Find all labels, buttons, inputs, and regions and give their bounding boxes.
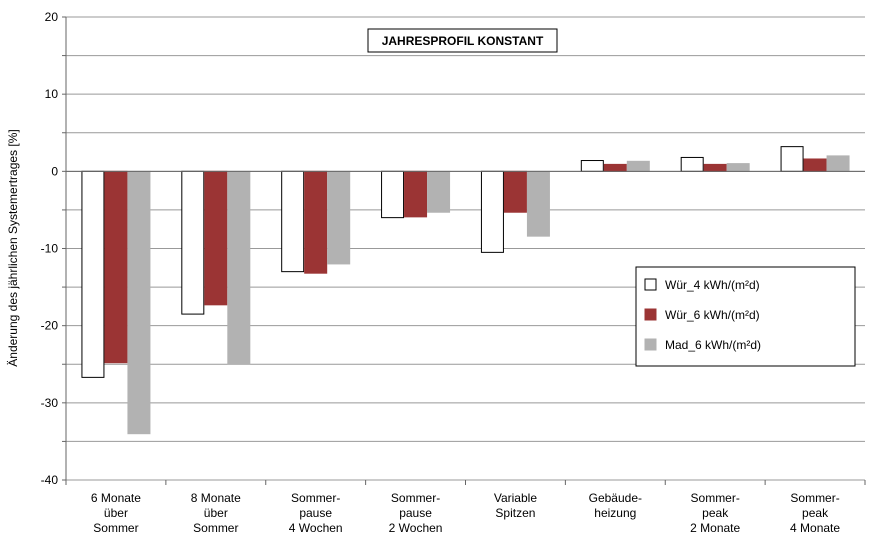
- x-tick-label: 6 Monate über Sommer: [91, 491, 141, 535]
- bar: [726, 163, 750, 172]
- y-tick-label: -20: [41, 319, 59, 333]
- x-tick-label: Sommer-peak 4 Monate: [790, 491, 840, 535]
- x-tick-labels: 6 Monate über Sommer 8 Monate über Sommer Somm…: [91, 491, 840, 535]
- bar: [626, 160, 650, 172]
- legend-label: Wür_4 kWh/(m²d): [665, 278, 760, 292]
- bar: [780, 146, 804, 172]
- bar: [281, 170, 305, 273]
- bar: [104, 170, 128, 364]
- legend-label: Wür_6 kWh/(m²d): [665, 308, 760, 322]
- x-tick-label: Sommer-pause 2 Wochen: [389, 491, 443, 535]
- x-tick-label: Sommer-peak 2 Monate: [690, 491, 740, 535]
- bar: [204, 170, 228, 306]
- x-tick-label: Gebäude-heizung: [589, 491, 642, 520]
- legend-swatch: [644, 278, 657, 291]
- y-tick-label: 20: [45, 10, 59, 24]
- bar: [381, 170, 405, 219]
- bar: [703, 163, 727, 172]
- bar: [680, 156, 704, 172]
- bars: [81, 146, 850, 435]
- bar: [81, 170, 105, 378]
- bar: [181, 170, 205, 315]
- y-tick-label: 10: [45, 87, 59, 101]
- y-tick-label: -40: [41, 473, 59, 487]
- legend: Wür_4 kWh/(m²d) Wür_6 kWh/(m²d) Mad_6 kWh/…: [635, 266, 856, 367]
- x-tick-label: 8 Monate über Sommer: [191, 491, 241, 535]
- bar: [327, 170, 351, 265]
- axes: [62, 16, 866, 485]
- x-tick-label: Sommer-pause 4 Wochen: [289, 491, 343, 535]
- bar: [803, 158, 827, 172]
- legend-swatch: [644, 308, 657, 321]
- bar: [480, 170, 504, 253]
- bar: [580, 160, 604, 172]
- bar: [826, 155, 850, 172]
- bar: [304, 170, 328, 274]
- bar: [227, 170, 251, 365]
- bar: [526, 170, 550, 237]
- legend-label: Mad_6 kWh/(m²d): [665, 338, 761, 352]
- bar: [404, 170, 428, 218]
- bar: [127, 170, 151, 435]
- y-tick-label: 0: [51, 164, 58, 178]
- y-tick-labels: 20 10 0 -10 -20 -30 -40: [41, 10, 59, 487]
- chart-title-box: JAHRESPROFIL KONSTANT: [367, 28, 558, 53]
- y-tick-label: -10: [41, 242, 59, 256]
- x-tick-label: Variable Spitzen: [494, 491, 537, 520]
- bar: [427, 170, 451, 213]
- chart-title: JAHRESPROFIL KONSTANT: [382, 34, 544, 48]
- legend-swatch: [644, 338, 657, 351]
- bar: [503, 170, 527, 213]
- y-tick-label: -30: [41, 396, 59, 410]
- y-axis-label: Änderung des jährlichen Systemertrages […: [6, 129, 20, 366]
- bar: [603, 163, 627, 172]
